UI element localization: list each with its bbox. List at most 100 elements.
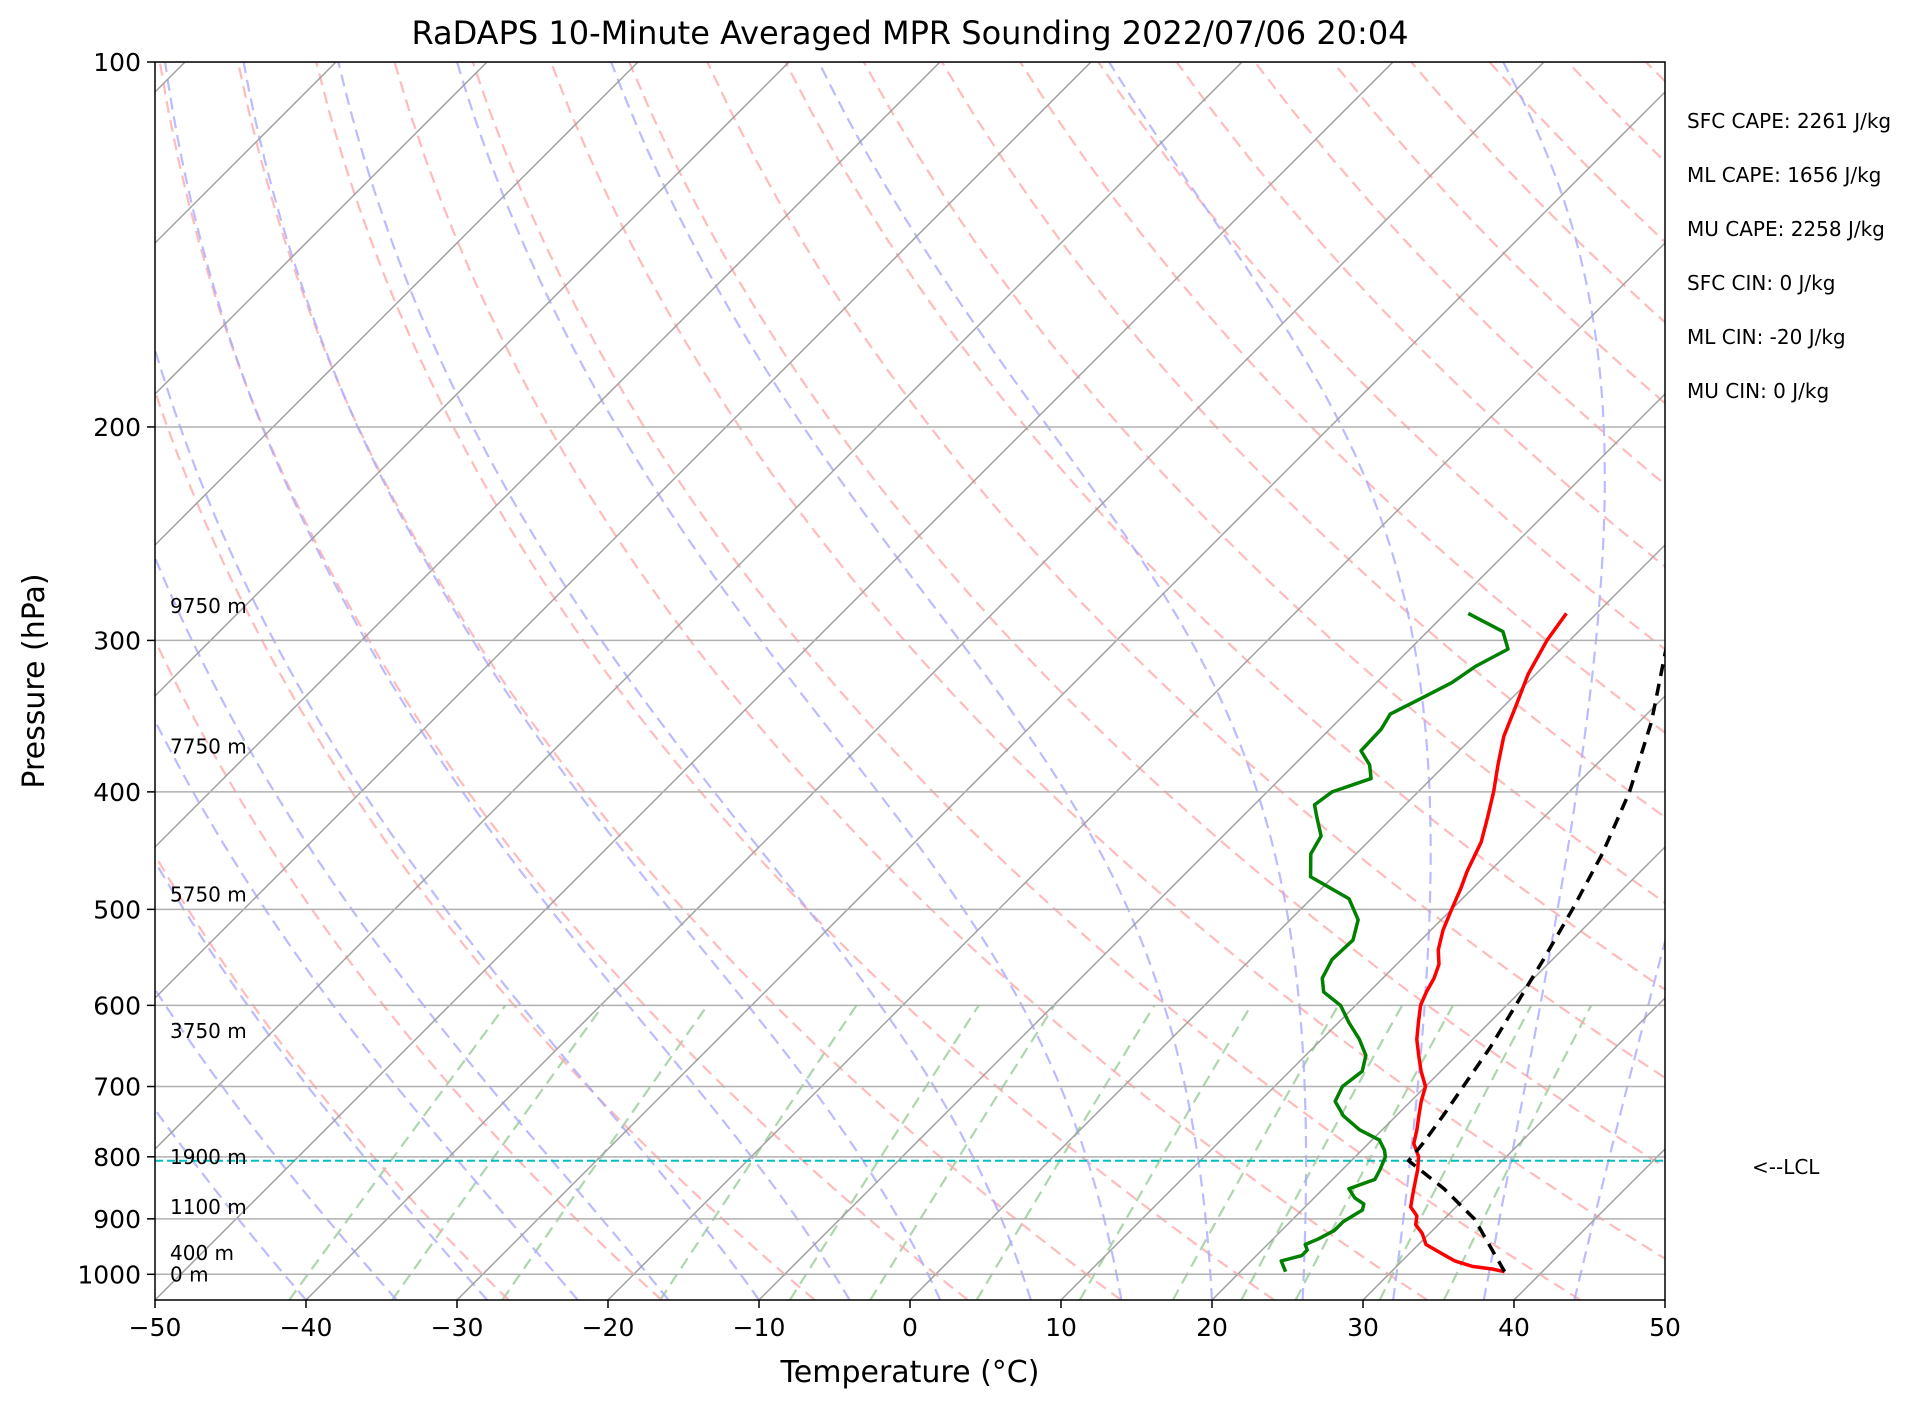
moist-adiabat	[163, 62, 851, 1300]
plot-area	[155, 62, 1925, 1300]
dry-adiabat	[628, 62, 1665, 1169]
moist-adiabat	[1482, 62, 1606, 1300]
y-tick-label: 700	[93, 1073, 141, 1102]
isotherm	[155, 62, 1394, 1300]
y-tick-label: 400	[93, 778, 141, 807]
dry-adiabat	[155, 853, 510, 1300]
stat-line: SFC CAPE: 2261 J/kg	[1687, 109, 1891, 133]
x-tick-label: 10	[1045, 1313, 1077, 1342]
mixing-ratio-line	[1294, 1004, 1454, 1300]
moist-adiabat	[155, 345, 760, 1300]
height-label: 7750 m	[170, 735, 247, 759]
isotherm	[155, 62, 790, 698]
x-tick-label: −10	[733, 1313, 786, 1342]
x-tick-label: 20	[1196, 1313, 1228, 1342]
dry-adiabat	[1253, 62, 1665, 486]
isotherm	[1362, 996, 1665, 1300]
x-tick-label: −20	[582, 1313, 635, 1342]
isobars	[155, 62, 1665, 1276]
y-tick-label: 200	[93, 413, 141, 442]
chart-title: RaDAPS 10-Minute Averaged MPR Sounding 2…	[411, 14, 1408, 52]
mixing-ratio-line	[975, 1004, 1156, 1300]
stats-panel: SFC CAPE: 2261 J/kg ML CAPE: 1656 J/kg MU …	[1687, 109, 1891, 403]
isotherm	[155, 62, 1243, 1151]
mixing-ratio-line	[288, 1004, 507, 1300]
mixing-ratio-line	[1378, 1004, 1533, 1300]
isotherm	[758, 392, 1665, 1300]
isotherm	[1211, 845, 1665, 1300]
series-group	[1279, 611, 1665, 1274]
y-tick-label: 300	[93, 626, 141, 655]
dry-adiabat	[1880, 62, 1925, 1300]
height-label: 1900 m	[170, 1145, 247, 1169]
dry-adiabat	[549, 62, 1665, 1260]
isotherm	[155, 62, 941, 849]
x-tick-label: 30	[1347, 1313, 1379, 1342]
y-tick-label: 1000	[77, 1260, 141, 1289]
isotherm	[1060, 694, 1665, 1300]
isotherm	[155, 62, 488, 396]
plot-frame	[154, 61, 1666, 1301]
stat-line: ML CIN: -20 J/kg	[1687, 325, 1846, 349]
height-label: 0 m	[170, 1262, 209, 1286]
moist-adiabat	[155, 859, 489, 1300]
stat-line: SFC CIN: 0 J/kg	[1687, 271, 1835, 295]
y-tick-label: 900	[93, 1205, 141, 1234]
dry-adiabat	[1802, 62, 1925, 1300]
moist-adiabat	[1573, 936, 1665, 1300]
parcel-line	[1406, 645, 1665, 1273]
dry-adiabat	[155, 637, 663, 1300]
isotherm	[305, 62, 1545, 1300]
moist-adiabat	[337, 62, 1032, 1300]
dry-adiabat	[158, 62, 969, 1300]
x-tick-label: −50	[129, 1313, 182, 1342]
x-tick-label: 40	[1498, 1313, 1530, 1342]
height-label: 3750 m	[170, 1019, 247, 1043]
dry-adiabat	[784, 62, 1665, 991]
dry-adiabat	[315, 62, 1275, 1300]
dry-adiabat	[1488, 62, 1665, 244]
dry-adiabat	[1724, 62, 1925, 1300]
y-tick-label: 800	[93, 1143, 141, 1172]
dry-adiabat	[393, 62, 1428, 1300]
isotherm	[1513, 1147, 1665, 1300]
height-label: 1100 m	[170, 1195, 247, 1219]
x-axis: −50 −40 −30 −20 −10 0 10 20 30 40 50	[129, 1300, 1681, 1342]
height-labels: 9750 m 7750 m 5750 m 3750 m 1900 m 1100 m 400 …	[170, 594, 247, 1286]
mixing-ratio-line	[1442, 1004, 1593, 1300]
y-tick-label: 600	[93, 991, 141, 1020]
x-tick-label: 0	[902, 1313, 918, 1342]
dry-adiabat	[1019, 62, 1665, 735]
moist-adiabat	[1108, 62, 1432, 1300]
mixing-ratio-line	[869, 1004, 1056, 1300]
x-tick-label: −40	[280, 1313, 333, 1342]
y-axis-label: Pressure (hPa)	[17, 573, 52, 788]
mixing-ratio-line	[501, 1004, 709, 1300]
mixing-ratio-line	[788, 1004, 980, 1300]
isotherm	[155, 62, 1092, 1000]
temperature-line	[1408, 612, 1568, 1274]
dry-adiabat	[1097, 62, 1665, 651]
y-tick-label: 100	[93, 48, 141, 77]
moist-adiabat	[817, 62, 1308, 1300]
dry-adiabat	[471, 62, 1581, 1300]
x-axis-label: Temperature (°C)	[780, 1355, 1040, 1390]
y-tick-label: 500	[93, 895, 141, 924]
dry-adiabats	[155, 62, 1925, 1300]
isotherm	[1664, 1298, 1665, 1300]
isotherm	[909, 543, 1665, 1300]
mixing-ratio-line	[391, 1004, 605, 1300]
mixing-ratio-line	[1240, 1004, 1404, 1300]
x-tick-label: −30	[431, 1313, 484, 1342]
mixing-ratio-line	[1078, 1004, 1253, 1300]
height-label: 9750 m	[170, 594, 247, 618]
moist-adiabats	[155, 62, 1665, 1300]
stat-line: MU CAPE: 2258 J/kg	[1687, 217, 1885, 241]
moist-adiabat	[455, 62, 1123, 1300]
isotherms	[155, 62, 1665, 1300]
moist-adiabat	[155, 718, 579, 1300]
moist-adiabat	[610, 62, 1214, 1300]
x-tick-label: 50	[1649, 1313, 1681, 1342]
moist-adiabat	[155, 554, 670, 1300]
dry-adiabat	[1175, 62, 1665, 568]
